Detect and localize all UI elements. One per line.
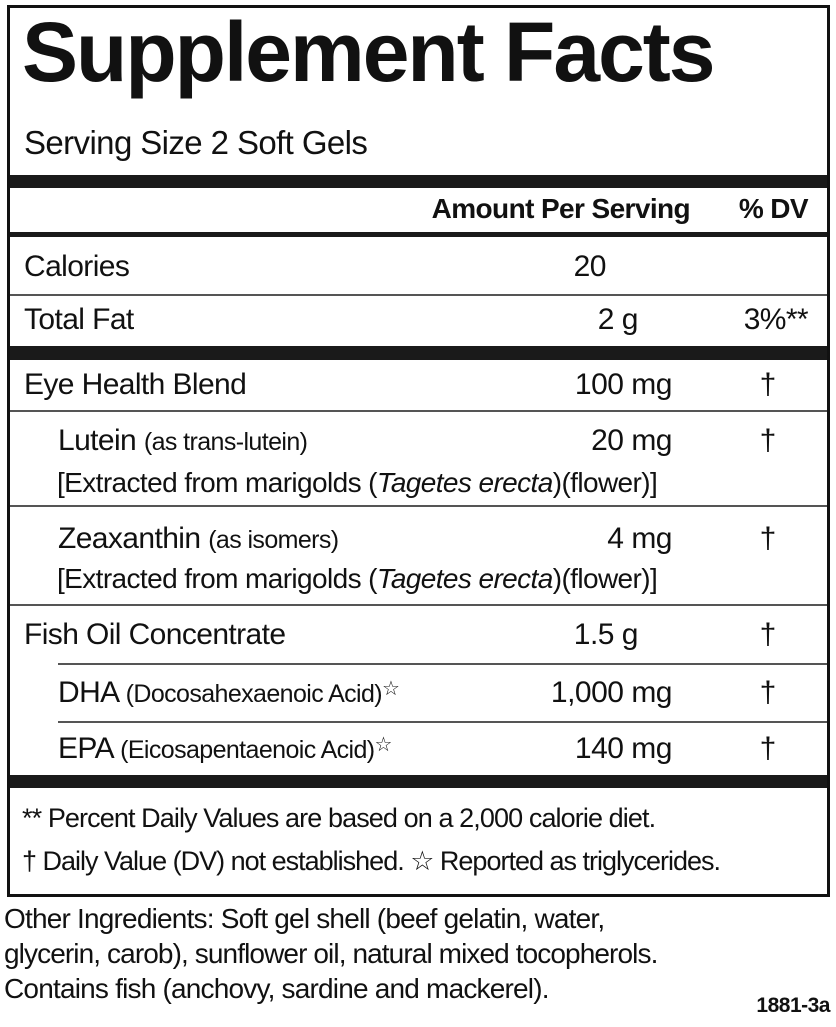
lutein-name: Lutein <box>58 424 137 457</box>
row-name-fish-oil: Fish Oil Concentrate <box>24 618 286 651</box>
dagger-icon: † <box>759 618 777 651</box>
row-dv-total-fat: 3%** <box>743 303 809 336</box>
panel-title: Supplement Facts <box>22 5 715 99</box>
lutein-detail: (as trans-lutein) <box>143 428 308 456</box>
source-species: Tagetes erecta <box>376 563 553 594</box>
other-ingredients-line-3: Contains fish (anchovy, sardine and mack… <box>4 973 550 1004</box>
row-name-epa: EPA (Eicosapentaenoic Acid)☆ <box>58 732 392 766</box>
divider <box>10 294 827 296</box>
serving-size: Serving Size 2 Soft Gels <box>24 124 368 161</box>
row-name-calories: Calories <box>24 250 130 283</box>
row-name-total-fat: Total Fat <box>24 303 134 336</box>
star-icon: ☆ <box>374 734 393 756</box>
divider <box>10 604 827 606</box>
divider-thick <box>10 775 827 788</box>
dagger-icon: † <box>759 368 777 401</box>
row-name-dha: DHA (Docosahexaenoic Acid)☆ <box>58 676 400 710</box>
other-ingredients-line-1: Other Ingredients: Soft gel shell (beef … <box>4 903 605 934</box>
source-suffix: )(flower)] <box>552 563 658 594</box>
row-amount-zeaxanthin: 4 mg <box>607 522 672 555</box>
footnote-dv-not-established: † Daily Value (DV) not established. ☆ Re… <box>22 846 721 876</box>
footnote-percent-dv: ** Percent Daily Values are based on a 2… <box>22 803 656 833</box>
epa-name: EPA <box>58 732 113 765</box>
source-suffix: )(flower)] <box>552 467 658 498</box>
row-name-zeaxanthin: Zeaxanthin (as isomers) <box>58 522 339 556</box>
lutein-source: [Extracted from marigolds (Tagetes erect… <box>57 467 658 499</box>
epa-detail: (Eicosapentaenoic Acid) <box>120 736 375 764</box>
zeaxanthin-name: Zeaxanthin <box>58 522 201 555</box>
divider-thick <box>10 175 827 188</box>
divider <box>10 410 827 412</box>
row-name-lutein: Lutein (as trans-lutein) <box>58 424 308 458</box>
row-amount-lutein: 20 mg <box>591 424 672 457</box>
source-prefix: [Extracted from marigolds ( <box>57 467 378 498</box>
divider <box>58 663 827 665</box>
divider-medium <box>10 232 827 237</box>
dagger-icon: † <box>759 732 777 765</box>
zeaxanthin-source: [Extracted from marigolds (Tagetes erect… <box>57 563 658 595</box>
label-code: 1881-3a <box>756 994 830 1017</box>
divider-thick <box>10 346 827 360</box>
zeaxanthin-detail: (as isomers) <box>208 526 339 554</box>
divider <box>10 505 827 507</box>
row-name-eye-health-blend: Eye Health Blend <box>24 368 247 401</box>
dha-detail: (Docosahexaenoic Acid) <box>125 680 383 708</box>
other-ingredients-line-2: glycerin, carob), sunflower oil, natural… <box>4 938 658 969</box>
row-amount-dha: 1,000 mg <box>550 676 673 709</box>
header-amount: Amount Per Serving <box>431 193 691 224</box>
row-amount-total-fat: 2 g <box>597 303 639 336</box>
row-amount-calories: 20 <box>573 250 607 283</box>
source-prefix: [Extracted from marigolds ( <box>57 563 378 594</box>
dagger-icon: † <box>759 424 777 457</box>
header-dv: % DV <box>738 193 809 224</box>
row-amount-eye-health-blend: 100 mg <box>574 368 673 401</box>
dagger-icon: † <box>759 522 777 555</box>
divider <box>58 721 827 723</box>
star-icon: ☆ <box>382 678 400 700</box>
source-species: Tagetes erecta <box>376 467 553 498</box>
supplement-facts-panel <box>7 5 830 897</box>
row-amount-epa: 140 mg <box>574 732 673 765</box>
dagger-icon: † <box>759 676 777 709</box>
row-amount-fish-oil: 1.5 g <box>573 618 639 651</box>
dha-name: DHA <box>58 676 118 709</box>
